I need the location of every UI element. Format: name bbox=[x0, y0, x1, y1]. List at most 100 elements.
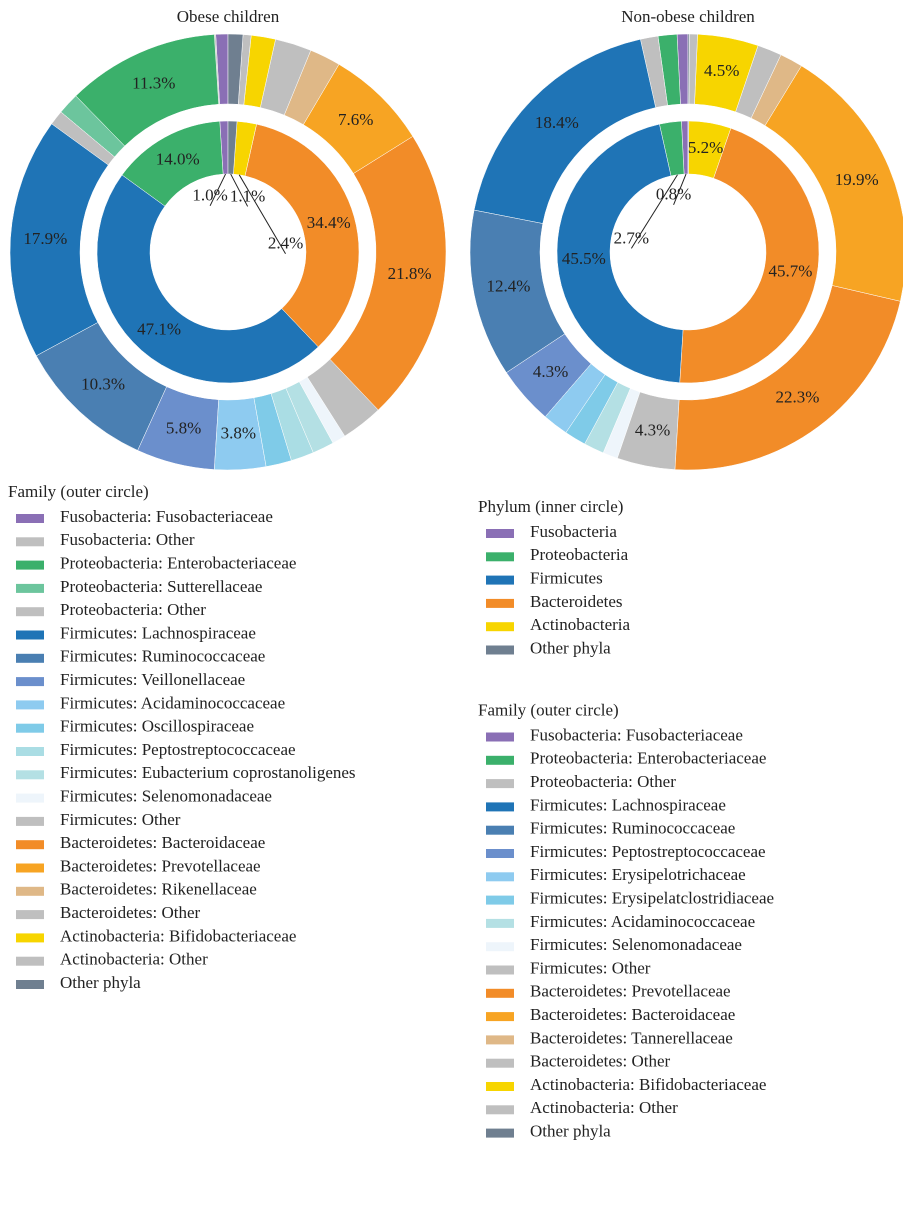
legend-swatch bbox=[16, 677, 44, 687]
value-label: 1.0% bbox=[192, 186, 227, 205]
legend-label: Bacteroidetes: Prevotellaceae bbox=[60, 856, 261, 875]
value-label: 34.4% bbox=[307, 213, 351, 232]
value-label: 45.5% bbox=[562, 249, 606, 268]
legend-swatch bbox=[16, 840, 44, 850]
value-label: 45.7% bbox=[768, 261, 812, 280]
leader-line bbox=[230, 173, 249, 207]
legend-swatch bbox=[486, 895, 514, 905]
legend-label: Actinobacteria: Bifidobacteriaceae bbox=[530, 1075, 766, 1094]
leader-line bbox=[209, 173, 226, 207]
legend-label: Firmicutes: Other bbox=[60, 810, 181, 829]
legend-label: Firmicutes: Erysipelatclostridiaceae bbox=[530, 889, 774, 908]
legend-label: Actinobacteria: Bifidobacteriaceae bbox=[60, 926, 296, 945]
value-label: 5.2% bbox=[688, 138, 723, 157]
legend-label: Actinobacteria: Other bbox=[60, 950, 208, 969]
legend-label: Firmicutes: Ruminococcaceae bbox=[60, 647, 265, 666]
legend-label: Firmicutes: Selenomonadaceae bbox=[60, 787, 272, 806]
value-label: 21.8% bbox=[388, 264, 432, 283]
donut-segment bbox=[96, 174, 319, 384]
legend-label: Fusobacteria: Fusobacteriaceae bbox=[60, 507, 273, 526]
value-label: 22.3% bbox=[776, 388, 820, 407]
donut-segment bbox=[244, 123, 360, 348]
legend-swatch bbox=[16, 980, 44, 989]
legend-swatch bbox=[16, 816, 44, 826]
legend-swatch bbox=[486, 552, 514, 562]
value-label: 2.4% bbox=[268, 234, 303, 253]
legend-label: Firmicutes bbox=[530, 569, 603, 588]
value-label: 4.3% bbox=[533, 362, 568, 381]
legend-label: Firmicutes: Eubacterium coprostanoligene… bbox=[60, 763, 356, 782]
legend-swatch bbox=[486, 942, 514, 952]
chart-title: Obese children bbox=[177, 7, 280, 26]
legend-label: Fusobacteria: Other bbox=[60, 530, 195, 549]
legend-swatch bbox=[486, 755, 514, 765]
legend-swatch bbox=[486, 1058, 514, 1068]
legend-label: Firmicutes: Lachnospiraceae bbox=[530, 795, 726, 814]
legend-swatch bbox=[16, 793, 44, 803]
donut-segment bbox=[674, 285, 901, 471]
legend-label: Other phyla bbox=[530, 638, 611, 657]
donut-segment bbox=[473, 38, 656, 224]
legend-label: Bacteroidetes bbox=[530, 592, 623, 611]
legend-label: Bacteroidetes: Bacteroidaceae bbox=[530, 1005, 735, 1024]
legend-swatch bbox=[16, 537, 44, 547]
donut-segment bbox=[227, 33, 244, 105]
leader-line bbox=[630, 174, 678, 249]
legend-label: Firmicutes: Acidaminococcaceae bbox=[60, 693, 285, 712]
legend-swatch bbox=[486, 965, 514, 975]
value-label: 19.9% bbox=[835, 170, 879, 189]
legend-swatch bbox=[486, 645, 514, 655]
legend-label: Firmicutes: Selenomonadaceae bbox=[530, 935, 742, 954]
legend-label: Proteobacteria: Enterobacteriaceae bbox=[60, 554, 296, 573]
legend-label: Firmicutes: Ruminococcaceae bbox=[530, 819, 735, 838]
donut-segment bbox=[764, 65, 903, 302]
legend-header: Family (outer circle) bbox=[478, 700, 619, 719]
legend-swatch bbox=[486, 802, 514, 812]
legend-swatch bbox=[486, 918, 514, 928]
leader-line bbox=[238, 174, 286, 254]
legend-label: Firmicutes: Erysipelotrichaceae bbox=[530, 865, 746, 884]
legend-swatch bbox=[16, 933, 44, 943]
legend-swatch bbox=[16, 863, 44, 873]
legend-swatch bbox=[486, 732, 514, 742]
legend-swatch bbox=[486, 1128, 514, 1138]
legend-label: Bacteroidetes: Prevotellaceae bbox=[530, 982, 731, 1001]
donut-segment bbox=[679, 127, 820, 384]
value-label: 14.0% bbox=[156, 149, 200, 168]
donut-segment bbox=[556, 123, 684, 384]
legend-swatch bbox=[486, 988, 514, 998]
legend-swatch bbox=[486, 1082, 514, 1091]
legend-swatch bbox=[16, 560, 44, 570]
value-label: 2.7% bbox=[614, 228, 649, 247]
value-label: 1.1% bbox=[230, 186, 265, 205]
value-label: 12.4% bbox=[487, 277, 531, 296]
value-label: 17.9% bbox=[23, 229, 67, 248]
legend-swatch bbox=[486, 1105, 514, 1115]
legend-label: Actinobacteria: Other bbox=[530, 1098, 678, 1117]
chart-title: Non-obese children bbox=[621, 7, 755, 26]
legend-swatch bbox=[486, 529, 514, 538]
legend-label: Firmicutes: Lachnospiraceae bbox=[60, 623, 256, 642]
legend-swatch bbox=[486, 872, 514, 882]
legend-label: Proteobacteria: Other bbox=[60, 600, 206, 619]
donut-segment bbox=[687, 120, 690, 175]
legend-swatch bbox=[486, 622, 514, 632]
legend-label: Bacteroidetes: Other bbox=[60, 903, 201, 922]
value-label: 18.4% bbox=[535, 113, 579, 132]
legend-swatch bbox=[16, 956, 44, 966]
legend-label: Firmicutes: Oscillospiraceae bbox=[60, 717, 254, 736]
legend-swatch bbox=[16, 747, 44, 756]
legend-label: Other phyla bbox=[60, 973, 141, 992]
legend-swatch bbox=[16, 700, 44, 710]
legend-label: Actinobacteria bbox=[530, 615, 631, 634]
leader-line bbox=[673, 173, 687, 206]
value-label: 3.8% bbox=[221, 424, 256, 443]
legend-label: Firmicutes: Acidaminococcaceae bbox=[530, 912, 755, 931]
legend-label: Proteobacteria bbox=[530, 545, 629, 564]
legend-label: Proteobacteria: Sutterellaceae bbox=[60, 577, 262, 596]
value-label: 4.5% bbox=[704, 61, 739, 80]
donut-segment bbox=[329, 136, 447, 411]
legend-swatch bbox=[486, 825, 514, 835]
legend-swatch bbox=[16, 723, 44, 733]
